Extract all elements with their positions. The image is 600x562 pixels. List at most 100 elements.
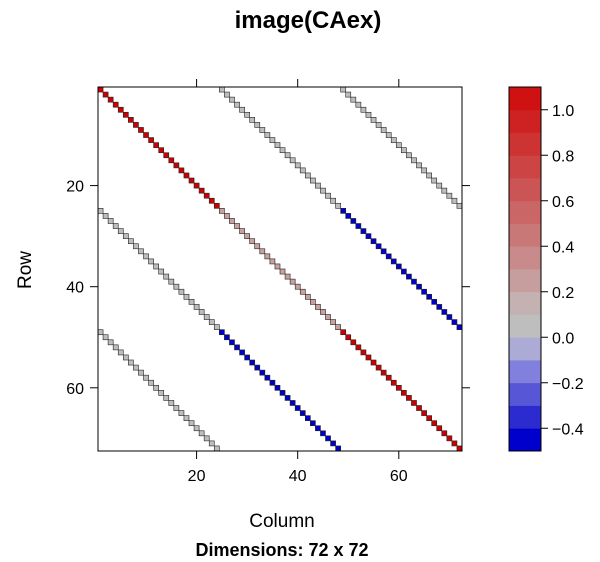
- heatmap-cell: [395, 384, 402, 391]
- heatmap-cell: [117, 106, 124, 113]
- heatmap-cell: [390, 137, 397, 143]
- heatmap-cell: [335, 202, 341, 209]
- heatmap-cell: [274, 142, 281, 148]
- heatmap-cell: [284, 395, 291, 401]
- heatmap-cell: [380, 248, 387, 255]
- heatmap-cell: [188, 420, 195, 427]
- heatmap-cell: [431, 177, 438, 184]
- heatmap-cell: [360, 228, 367, 234]
- heatmap-cell: [203, 192, 210, 199]
- colorbar-tick-label: 0.8: [552, 148, 574, 165]
- heatmap-cell: [279, 390, 286, 396]
- heatmap-cell: [208, 440, 215, 447]
- heatmap-cell: [325, 435, 331, 442]
- heatmap-cell: [97, 329, 104, 336]
- heatmap-cell: [168, 157, 175, 164]
- heatmap-cell: [451, 440, 458, 447]
- heatmap-cell: [143, 374, 149, 381]
- heatmap-cell: [411, 400, 417, 406]
- heatmap-cell: [213, 202, 220, 209]
- heatmap-cell: [168, 400, 175, 406]
- heatmap-cell: [335, 445, 341, 452]
- heatmap-cell: [320, 309, 326, 315]
- heatmap-cell: [163, 273, 170, 280]
- heatmap-cell: [340, 86, 347, 93]
- heatmap-cell: [401, 390, 407, 396]
- heatmap-cell: [416, 405, 422, 411]
- heatmap-cell: [325, 314, 331, 320]
- heatmap-cell: [289, 157, 296, 164]
- heatmap-cell: [416, 283, 422, 290]
- heatmap-cell: [451, 319, 458, 325]
- heatmap-cell: [153, 263, 159, 270]
- heatmap-cell: [244, 233, 250, 239]
- x-axis-label: Column: [249, 511, 314, 532]
- colorbar-tick-label: 1.0: [552, 103, 574, 120]
- colorbar-swatch: [509, 200, 541, 224]
- heatmap-cell: [299, 167, 306, 174]
- heatmap-cell: [239, 106, 245, 113]
- heatmap-cell: [143, 253, 149, 260]
- heatmap-cell: [456, 202, 463, 209]
- colorbar-swatch: [509, 132, 541, 156]
- heatmap-cell: [128, 359, 134, 366]
- heatmap-cell: [239, 349, 245, 356]
- heatmap-cell: [446, 435, 453, 442]
- heatmap-cell: [431, 299, 438, 305]
- heatmap-cell: [456, 445, 463, 452]
- heatmap-cell: [234, 101, 240, 108]
- y-tick-label: 60: [66, 381, 84, 398]
- heatmap-cell: [107, 96, 114, 103]
- heatmap-cell: [168, 278, 175, 285]
- heatmap-cell: [244, 111, 250, 118]
- heatmap-cell: [310, 299, 316, 305]
- heatmap-cell: [350, 339, 357, 346]
- colorbar-tick-label: −0.2: [552, 376, 584, 393]
- heatmap-cell: [234, 344, 240, 351]
- heatmap-cell: [406, 395, 412, 401]
- heatmap-cell: [284, 273, 291, 280]
- heatmap-cell: [269, 137, 276, 143]
- colorbar-tick-label: 0.4: [552, 239, 574, 256]
- heatmap-cell: [380, 127, 387, 133]
- heatmap-cell: [178, 410, 185, 416]
- x-tick-label: 20: [188, 468, 206, 485]
- heatmap-cell: [375, 122, 382, 128]
- heatmap-cell: [284, 152, 291, 159]
- heatmap-cell: [173, 283, 180, 290]
- heatmap-cell: [203, 314, 210, 320]
- heatmap-cell: [299, 410, 306, 416]
- heatmap-cell: [355, 101, 362, 108]
- heatmap-cell: [330, 197, 336, 204]
- heatmap-cell: [279, 268, 286, 275]
- heatmap-cell: [335, 324, 341, 330]
- heatmap-cell: [178, 288, 185, 295]
- heatmap-cell: [122, 111, 129, 118]
- heatmap-cell: [173, 405, 180, 411]
- heatmap-cell: [325, 192, 331, 199]
- chart-title: image(CAex): [235, 7, 382, 34]
- heatmap-cell: [320, 187, 326, 194]
- heatmap-cell: [395, 142, 402, 148]
- heatmap-cell: [355, 344, 362, 351]
- heatmap-cell: [441, 309, 448, 315]
- heatmap-cell: [289, 400, 296, 406]
- heatmap-cell: [97, 86, 104, 93]
- heatmap-cell: [163, 152, 170, 159]
- heatmap-cell: [345, 334, 352, 341]
- heatmap-cell: [279, 147, 286, 154]
- heatmap-cell: [107, 339, 114, 346]
- heatmap-cell: [345, 213, 352, 219]
- heatmap-cell: [249, 117, 256, 123]
- colorbar-tick-label: 0.2: [552, 285, 574, 302]
- heatmap-cell: [259, 369, 266, 376]
- heatmap-cell: [441, 187, 448, 194]
- heatmap-cell: [350, 96, 357, 103]
- heatmap-cell: [193, 304, 200, 310]
- heatmap-cell: [198, 309, 205, 315]
- heatmap-cell: [208, 319, 215, 325]
- colorbar-swatch: [509, 405, 541, 429]
- plot-frame: [97, 86, 463, 452]
- heatmap-cell: [365, 354, 372, 361]
- colorbar-swatch: [509, 87, 541, 111]
